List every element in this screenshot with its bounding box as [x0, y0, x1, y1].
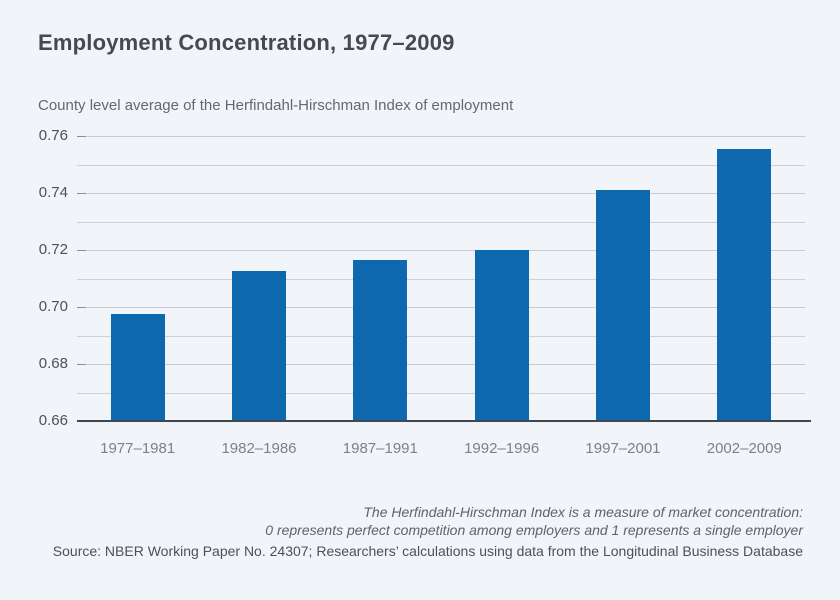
bar-slot: [198, 136, 319, 421]
bar: [353, 260, 408, 421]
footer-note-line2: 0 represents perfect competition among e…: [265, 522, 803, 538]
bar: [595, 190, 650, 421]
x-axis-label: 1997–2001: [585, 440, 661, 457]
bar: [231, 271, 286, 421]
x-axis-label: 1977–1981: [100, 440, 176, 457]
y-axis-label: 0.66: [38, 412, 68, 429]
x-axis-label: 1987–1991: [342, 440, 418, 457]
bar: [717, 148, 772, 421]
x-axis-label: 1992–1996: [464, 440, 540, 457]
x-axis-labels: 1977–1981 1982–1986 1987–1991 1992–1996 1997…: [77, 440, 805, 457]
y-gridline: [77, 250, 805, 251]
bar-slot: [684, 136, 805, 421]
y-gridline: [77, 136, 805, 137]
x-axis-label: 2002–2009: [706, 440, 782, 457]
y-axis-label: 0.76: [38, 127, 68, 144]
y-gridline: [77, 193, 805, 194]
y-axis-labels: 0.66 0.68 0.70 0.72 0.74 0.76: [0, 127, 68, 429]
y-axis-label: 0.74: [38, 184, 68, 201]
chart-subtitle: County level average of the Herfindahl-H…: [38, 97, 514, 114]
y-axis-label: 0.68: [38, 355, 68, 372]
bar-slot: [441, 136, 562, 421]
bar: [110, 314, 165, 421]
footer-source: Source: NBER Working Paper No. 24307; Re…: [52, 543, 803, 559]
bar: [474, 250, 529, 421]
y-gridline: [77, 335, 805, 337]
chart-title: Employment Concentration, 1977–2009: [38, 30, 455, 55]
bar-slot: [562, 136, 683, 421]
x-axis-line: [77, 420, 811, 422]
y-gridline: [77, 278, 805, 280]
y-axis-label: 0.70: [38, 298, 68, 315]
footer-note-line1: The Herfindahl-Hirschman Index is a meas…: [363, 504, 803, 520]
y-gridline: [77, 392, 805, 394]
y-gridline: [77, 364, 805, 365]
x-axis-label: 1982–1986: [221, 440, 297, 457]
y-axis-label: 0.72: [38, 241, 68, 258]
bar-slot: [77, 136, 198, 421]
y-gridline: [77, 164, 805, 166]
plot-area: [77, 136, 811, 422]
footer: The Herfindahl-Hirschman Index is a meas…: [53, 503, 803, 560]
y-gridline: [77, 221, 805, 223]
bars-row: [77, 136, 805, 421]
y-gridline: [77, 307, 805, 308]
bar-slot: [320, 136, 441, 421]
